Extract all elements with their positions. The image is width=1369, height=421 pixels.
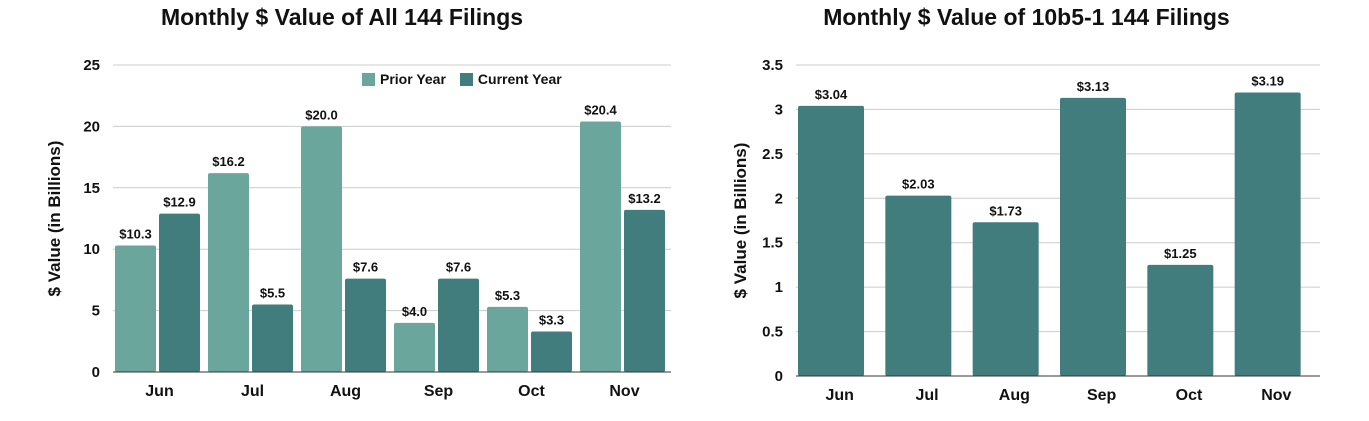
- bar: [1060, 97, 1126, 377]
- bar: [624, 209, 665, 372]
- x-tick-label: Nov: [609, 383, 639, 400]
- y-tick-label: 10: [83, 241, 100, 258]
- data-label: $7.6: [446, 260, 471, 275]
- x-tick-label: Oct: [518, 383, 545, 400]
- x-tick-label: Nov: [1261, 387, 1291, 404]
- y-tick-label: 20: [83, 118, 100, 135]
- data-label: $3.3: [539, 312, 564, 327]
- data-label: $4.0: [402, 304, 427, 319]
- data-label: $5.5: [260, 285, 285, 300]
- legend-label: Current Year: [477, 71, 562, 87]
- chart-legend: Prior Year Current Year: [362, 71, 562, 87]
- y-tick-label: 5: [92, 303, 100, 320]
- data-label: $3.04: [815, 87, 848, 102]
- y-tick-label: 0: [92, 364, 100, 381]
- bar: [208, 173, 249, 372]
- bar: [885, 195, 952, 376]
- x-tick-label: Jun: [825, 387, 853, 404]
- data-label: $1.25: [1164, 246, 1197, 261]
- x-tick-label: Sep: [424, 383, 454, 400]
- bar: [301, 126, 342, 373]
- data-label: $1.73: [989, 203, 1022, 218]
- data-label: $16.2: [212, 154, 245, 169]
- chart-title: Monthly $ Value of 10b5-1 144 Filings: [823, 4, 1230, 30]
- bar: [394, 322, 435, 372]
- x-tick-label: Jun: [145, 383, 173, 400]
- y-tick-label: 15: [83, 180, 100, 197]
- data-label: $13.2: [628, 191, 661, 206]
- bar: [115, 245, 156, 372]
- y-tick-label: 1: [775, 279, 783, 296]
- data-label: $5.3: [495, 288, 520, 303]
- bar: [580, 121, 621, 372]
- data-label: $3.19: [1251, 74, 1284, 89]
- x-tick-label: Jul: [915, 387, 938, 404]
- chart-plot-area: 0 5 10 15 20 25 $10.3 $16.2 $20.0 $4.0 $5.3 $20.4 $1…: [45, 57, 671, 400]
- bar: [252, 304, 293, 372]
- bar: [531, 331, 572, 372]
- legend-swatch: [362, 72, 375, 86]
- y-tick-label: 25: [83, 57, 100, 74]
- x-tick-label: Oct: [1176, 387, 1203, 404]
- legend-swatch: [459, 72, 473, 86]
- chart-title: Monthly $ Value of All 144 Filings: [160, 4, 524, 30]
- chart-all-filings: Monthly $ Value of All 144 Filings 0 5 10 1…: [0, 0, 684, 421]
- data-label: $20.4: [584, 102, 617, 117]
- y-tick-label: 3.5: [762, 57, 783, 74]
- data-label: $2.03: [902, 177, 935, 192]
- bar: [1234, 92, 1301, 376]
- x-tick-label: Aug: [999, 387, 1030, 404]
- y-tick-label: 2.5: [762, 146, 783, 163]
- bar: [438, 278, 479, 372]
- bar: [487, 306, 528, 372]
- bar: [798, 105, 864, 377]
- y-axis-label: $ Value (in Billions): [731, 143, 750, 299]
- y-axis-label: $ Value (in Billions): [45, 141, 64, 297]
- data-label: $3.13: [1077, 79, 1110, 94]
- y-tick-label: 1.5: [762, 235, 783, 252]
- bar: [972, 222, 1039, 376]
- legend-item-prior: Prior Year: [362, 71, 446, 87]
- chart-plot-area: 0 0.5 1 1.5 2 2.5 3 3.5 $3.04 $2.03 $1.73 $3.13 $1.2…: [731, 57, 1320, 404]
- y-tick-label: 0.5: [762, 324, 783, 341]
- bar: [345, 278, 386, 372]
- y-tick-label: 3: [775, 101, 783, 118]
- x-tick-label: Jul: [241, 383, 264, 400]
- data-label: $20.0: [305, 107, 338, 122]
- x-tick-label: Aug: [330, 383, 361, 400]
- data-label: $10.3: [119, 227, 152, 242]
- bar: [159, 213, 200, 372]
- data-label: $12.9: [163, 195, 196, 210]
- bar: [1147, 264, 1214, 376]
- x-tick-label: Sep: [1087, 387, 1117, 404]
- y-tick-label: 0: [775, 368, 783, 385]
- y-tick-label: 2: [775, 190, 783, 207]
- legend-item-current: Current Year: [459, 71, 562, 87]
- data-label: $7.6: [353, 260, 378, 275]
- legend-label: Prior Year: [380, 71, 446, 87]
